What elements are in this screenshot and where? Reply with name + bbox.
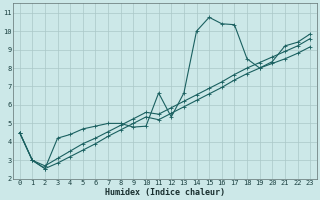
X-axis label: Humidex (Indice chaleur): Humidex (Indice chaleur) <box>105 188 225 197</box>
